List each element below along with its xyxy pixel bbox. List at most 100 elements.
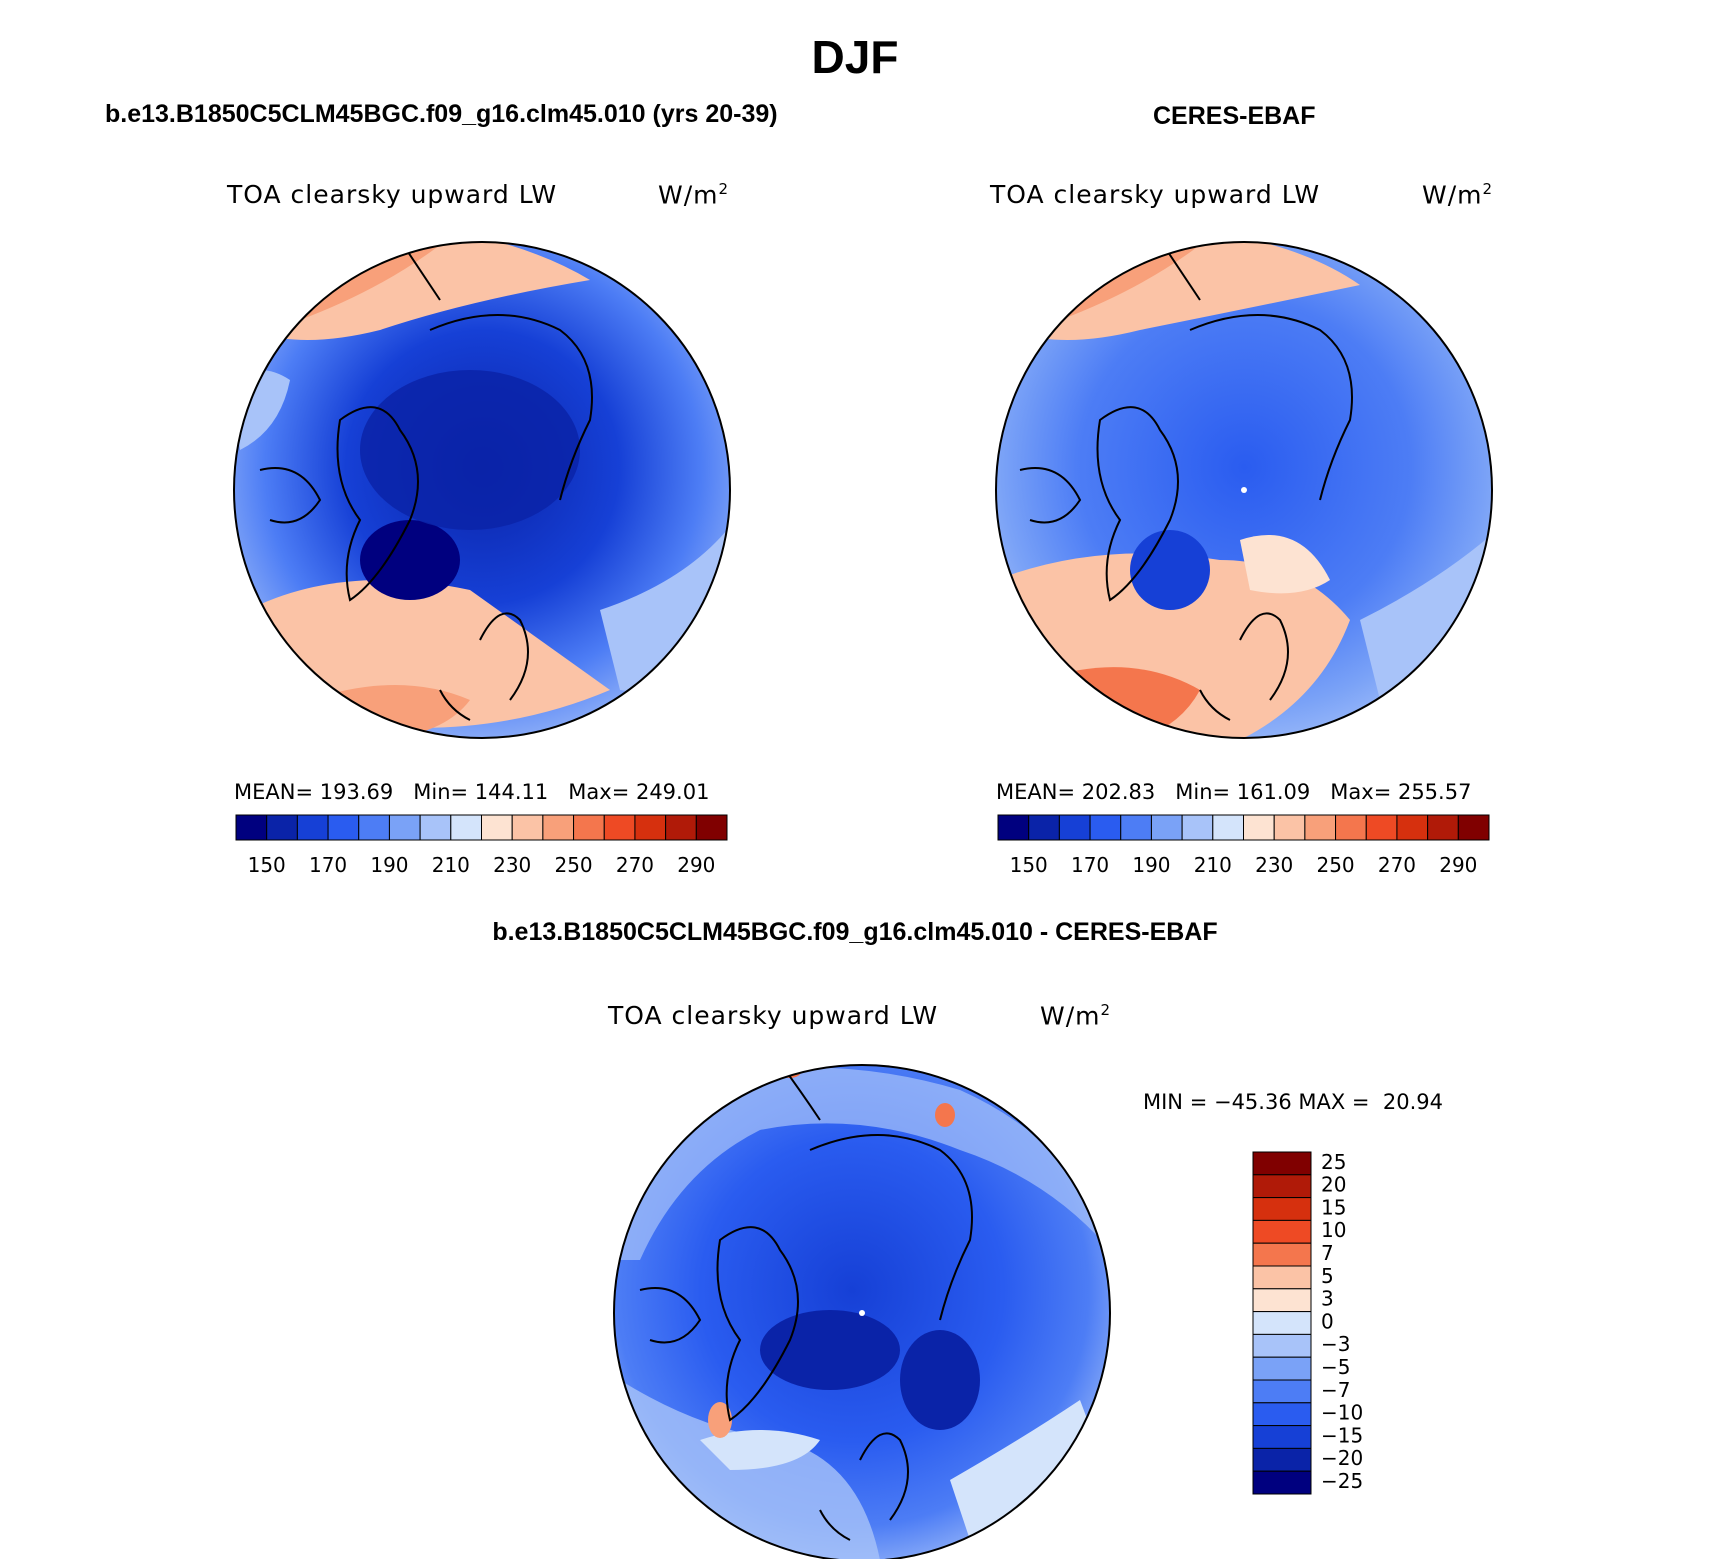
colorbar-tick-label: −5: [1321, 1355, 1350, 1379]
colorbar-tick-label: −15: [1321, 1423, 1363, 1447]
colorbar-swatch: [1058, 814, 1091, 841]
colorbar-swatch: [1243, 814, 1275, 841]
colorbar-tick-label: 210: [432, 853, 470, 877]
colorbar-tick-label: 230: [1255, 853, 1293, 877]
colorbar-swatch: [542, 814, 575, 841]
colorbar-tick-label: 190: [1132, 853, 1170, 877]
colorbar-swatch: [481, 814, 513, 841]
colorbar-swatch: [1120, 814, 1152, 841]
colorbar-swatch: [419, 814, 452, 841]
colorbar-swatch: [1212, 814, 1244, 841]
colorbar-swatch: [634, 814, 667, 841]
colorbar-tick-label: 290: [1439, 853, 1477, 877]
diff-cold-baffin: [760, 1310, 900, 1390]
diff-coastlines: [639, 1065, 973, 1541]
colorbar-tick-label: 230: [493, 853, 531, 877]
colorbar-swatch: [603, 814, 636, 841]
colorbar-swatch: [1252, 1265, 1312, 1290]
colorbar-tick-label: 210: [1194, 853, 1232, 877]
colorbar-swatch: [358, 814, 390, 841]
colorbar-swatch: [1335, 814, 1367, 841]
colorbar-tick-label: −3: [1321, 1332, 1350, 1356]
colorbar-swatch: [1252, 1379, 1312, 1404]
obs-warm-atlantic-core: [1040, 667, 1200, 738]
colorbar-swatch: [695, 814, 728, 841]
colorbar-tick-label: 170: [1071, 853, 1109, 877]
diff-warm-spot-west: [708, 1402, 732, 1438]
obs-pale-scandinavia: [1240, 535, 1330, 594]
colorbar-tick-label: 15: [1321, 1195, 1346, 1219]
colorbar-swatch: [1181, 814, 1214, 841]
colorbar-swatch: [1252, 1311, 1312, 1335]
colorbar-swatch: [1028, 814, 1060, 841]
colorbar-tick-label: 290: [677, 853, 715, 877]
colorbar-swatch: [1252, 1470, 1312, 1495]
model-panel-title: b.e13.B1850C5CLM45BGC.f09_g16.clm45.010 …: [105, 100, 778, 128]
obs-colorbar: 150 170 190 210 230 250 270 290: [997, 814, 1490, 877]
colorbar-swatch: [1252, 1288, 1312, 1313]
colorbar-swatch: [235, 814, 268, 841]
obs-variable-label: TOA clearsky upward LW: [990, 180, 1321, 209]
model-map-border: [233, 241, 731, 739]
colorbar-tick-label: 250: [1316, 853, 1354, 877]
obs-cold-greenland: [1130, 530, 1210, 610]
colorbar-tick-label: 150: [248, 853, 286, 877]
colorbar-swatch: [296, 814, 329, 841]
figure-title: DJF: [811, 31, 899, 83]
colorbar-swatch: [1427, 814, 1459, 841]
colorbar-swatch: [327, 814, 360, 841]
model-variable-label: TOA clearsky upward LW: [227, 180, 558, 209]
diff-variable-label: TOA clearsky upward LW: [608, 1001, 939, 1030]
colorbar-swatch: [1252, 1242, 1312, 1267]
model-stats: MEAN= 193.69 Min= 144.11 Max= 249.01: [234, 780, 710, 804]
obs-map-border: [995, 241, 1493, 739]
colorbar-swatch: [1252, 1425, 1312, 1449]
colorbar-swatch: [1252, 1402, 1312, 1427]
colorbar-swatch: [1252, 1356, 1312, 1381]
colorbar-swatch: [1396, 814, 1429, 841]
colorbar-tick-label: 270: [1378, 853, 1416, 877]
model-units-label: W/m2: [658, 180, 730, 210]
colorbar-tick-label: 250: [554, 853, 592, 877]
diff-map-border: [613, 1064, 1111, 1559]
model-cold-greenland: [360, 520, 460, 600]
model-colorbar: 150 170 190 210 230 250 270 290: [235, 814, 728, 877]
colorbar-tick-label: 7: [1321, 1241, 1334, 1265]
colorbar-swatch: [665, 814, 697, 841]
colorbar-swatch: [511, 814, 544, 841]
obs-pole-marker: [1241, 487, 1247, 493]
colorbar-tick-label: −25: [1321, 1469, 1363, 1493]
colorbar-tick-label: 20: [1321, 1173, 1346, 1197]
diff-warm-spot-bering: [935, 1103, 955, 1127]
colorbar-swatch: [1252, 1197, 1312, 1221]
colorbar-swatch: [1304, 814, 1337, 841]
colorbar-tick-label: 170: [309, 853, 347, 877]
obs-warm-pacific: [1010, 242, 1360, 340]
colorbar-swatch: [1252, 1151, 1312, 1176]
colorbar-tick-label: 5: [1321, 1264, 1334, 1288]
colorbar-swatch: [1089, 814, 1122, 841]
obs-map: [996, 242, 1492, 738]
model-map: [234, 242, 730, 738]
colorbar-tick-label: 3: [1321, 1287, 1334, 1311]
colorbar-tick-label: 0: [1321, 1309, 1334, 1333]
colorbar-tick-label: 150: [1010, 853, 1048, 877]
model-warm-pacific: [250, 242, 590, 340]
colorbar-swatch: [1252, 1447, 1312, 1472]
colorbar-tick-label: 270: [616, 853, 654, 877]
colorbar-swatch: [573, 814, 605, 841]
colorbar-swatch: [1365, 814, 1398, 841]
colorbar-swatch: [1273, 814, 1306, 841]
diff-units-label: W/m2: [1040, 1001, 1112, 1031]
diff-stats: MIN = −45.36 MAX = 20.94: [1143, 1090, 1443, 1114]
colorbar-swatch: [450, 814, 482, 841]
colorbar-swatch: [1252, 1333, 1312, 1358]
obs-panel-title: CERES-EBAF: [1153, 102, 1316, 130]
colorbar-tick-label: 25: [1321, 1150, 1346, 1174]
colorbar-tick-label: 10: [1321, 1218, 1346, 1242]
obs-stats: MEAN= 202.83 Min= 161.09 Max= 255.57: [996, 780, 1472, 804]
colorbar-swatch: [388, 814, 421, 841]
colorbar-swatch: [997, 814, 1030, 841]
